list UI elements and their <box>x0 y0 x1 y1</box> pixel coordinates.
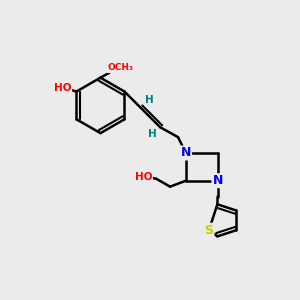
Text: H: H <box>148 129 157 139</box>
Text: OCH₃: OCH₃ <box>107 63 133 72</box>
Text: S: S <box>204 224 213 237</box>
Text: HO: HO <box>135 172 152 182</box>
Text: H: H <box>145 95 154 106</box>
Text: HO: HO <box>54 82 71 93</box>
Text: N: N <box>212 174 223 187</box>
Text: N: N <box>181 146 191 160</box>
